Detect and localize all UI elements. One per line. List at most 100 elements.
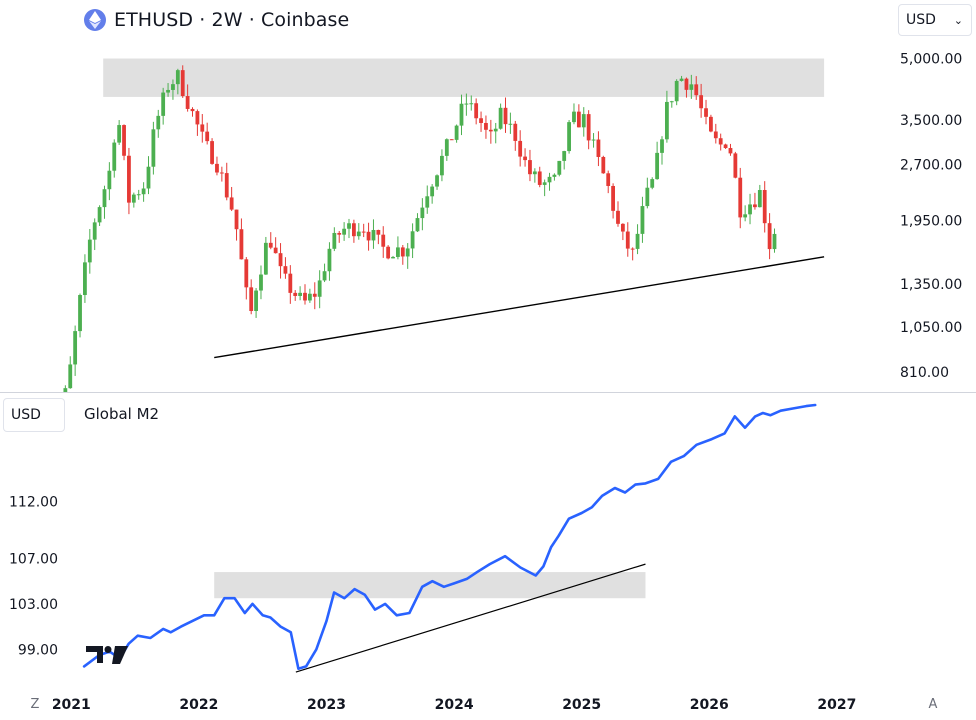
candle-body [601,156,606,174]
candle-body [131,194,136,203]
candle-body [557,160,562,175]
candle-body [757,190,762,208]
eth-price-tick-label: 1,050.00 [900,320,962,336]
candle-body [425,196,430,208]
candle-body [97,207,102,223]
m2-consolidation-zone [214,572,646,599]
symbol-header: ETHUSD · 2W · Coinbase [84,7,349,33]
candle-body [224,173,229,198]
candle-body [259,274,263,291]
candle-body [234,209,239,230]
candle-body [606,173,611,186]
candle-body [351,223,356,237]
candle-body [347,223,351,229]
candle-body [83,262,87,296]
candle-body [572,111,576,123]
candle-body [78,295,82,332]
candle-body [420,207,425,219]
candle-body [537,171,542,185]
candle-body [244,259,249,288]
candle-body [440,155,444,176]
candle-body [532,171,537,175]
candle-body [405,248,410,257]
chevron-down-icon: ⌄ [953,13,963,27]
candle-body [298,292,303,296]
eth-price-tick-label: 3,500.00 [900,113,962,129]
eth-price-tick-label: 5,000.00 [900,52,962,68]
candle-body [337,232,342,235]
candle-body [625,231,630,249]
m2-unit-label: USD [11,407,41,423]
candle-body [704,108,708,117]
candle-body [640,206,645,234]
auto-scale-button[interactable]: A [928,696,938,712]
time-axis: 2021 2022 2023 2024 2025 2026 2027 [52,697,857,713]
eth-price-tick-label: 2,700.00 [900,158,962,174]
candle-body [674,80,679,102]
candle-body [63,388,68,392]
candle-body [586,114,591,141]
currency-select[interactable]: USD ⌄ [898,4,972,36]
candle-body [322,271,327,281]
candle-body [293,292,298,296]
candle-body [444,139,449,156]
candle-body [523,156,527,161]
tradingview-logo [86,643,130,671]
eth-price-tick-label: 1,350.00 [900,277,962,293]
candle-body [254,290,258,312]
candle-body [733,153,738,178]
tradingview-logo-mark [86,646,128,664]
eth-candles [63,65,777,392]
candle-body [371,229,376,241]
candle-body [611,185,615,211]
candle-body [528,160,532,175]
candle-body [689,84,694,90]
candle-body [190,108,195,112]
ethereum-icon [84,9,106,31]
candle-body [171,84,175,90]
candle-body [112,142,117,171]
candle-body [709,116,713,132]
candle-body [493,128,498,132]
candle-body [620,223,625,232]
candle-body [684,78,689,90]
candle-body [713,131,718,139]
candle-body [288,273,293,293]
m2-consolidation-band [214,572,646,599]
chart-title: ETHUSD · 2W · Coinbase [114,9,350,31]
candle-body [542,182,547,185]
time-tick-label: 2023 [307,697,346,713]
eth-price-tick-label: 810.00 [900,365,949,381]
candle-body [498,107,503,129]
m2-series-label: Global M2 [84,405,160,423]
m2-value-tick-label: 112.00 [9,495,58,511]
candle-body [669,101,674,103]
candle-body [268,242,273,248]
candle-body [616,210,620,224]
candle-body [249,287,254,312]
currency-value: USD [906,12,936,28]
candle-body [635,233,640,249]
candle-body [278,253,283,267]
candle-body [655,152,660,180]
m2-unit-badge[interactable]: USD [3,398,65,432]
candle-body [484,122,488,130]
candle-body [474,103,479,119]
candle-body [728,148,733,154]
candle-body [400,247,405,257]
candle-body [513,123,518,141]
candle-body [743,214,748,218]
eth-price-tick-label: 1,950.00 [900,214,962,230]
candle-body [576,111,581,128]
zoom-left-button[interactable]: Z [30,696,40,712]
candle-body [117,125,122,143]
candle-body [215,163,219,173]
candle-body [449,139,454,141]
candle-body [166,89,170,93]
candle-body [718,138,723,145]
candle-body [410,231,415,249]
candle-body [772,233,777,250]
candle-body [219,172,224,174]
candle-body [381,234,386,247]
